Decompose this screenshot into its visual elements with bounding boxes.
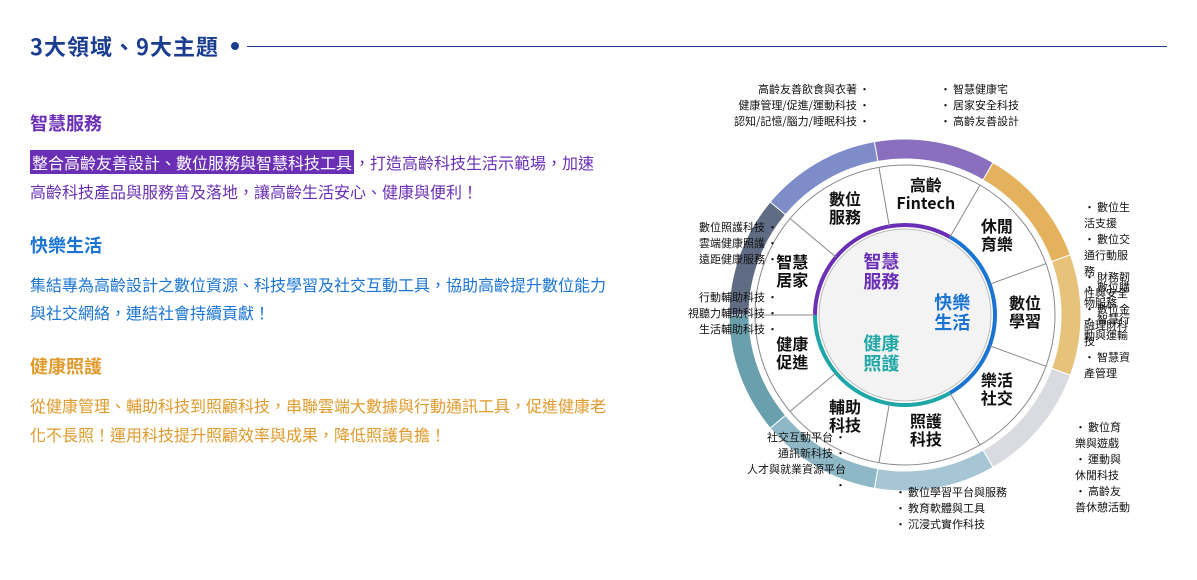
domain-body: 從健康管理、輔助科技到照顧科技，串聯雲端大數據與行動通訊工具，促進健康老化不長照…: [30, 391, 610, 449]
bullet-group: 數位育樂與遊戲運動與休閒科技高齡友善休憩活動: [1075, 420, 1130, 516]
bullet-item: 數位金融理財科技: [1084, 302, 1130, 350]
bullet-item: 視聽力輔助科技: [678, 306, 778, 322]
wedge-label: 健康促進: [776, 331, 808, 373]
domain-block: 快樂生活集結專為高齡設計之數位資源、科技學習及社交互動工具，協助高齡提升數位能力…: [30, 232, 610, 328]
wedge-label: 照護科技: [910, 408, 942, 450]
title-line: [247, 46, 1167, 47]
bullet-group: 數位照護科技雲端健康照護遠距健康服務: [678, 220, 778, 268]
bullet-group: 財務韌性與安全數位金融理財科技智慧資產管理: [1084, 270, 1130, 382]
wedge-label: 樂活社交: [981, 367, 1013, 409]
domain-heading: 快樂生活: [30, 232, 610, 258]
bullet-item: 高齡友善休憩活動: [1075, 484, 1130, 516]
wedge-label: 數位學習: [1009, 290, 1041, 332]
center-domain-label: 快樂生活: [934, 289, 970, 335]
domain-body: 集結專為高齡設計之數位資源、科技學習及社交互動工具，協助高齡提升數位能力與社交網…: [30, 270, 610, 328]
bullet-item: 高齡友善飲食與衣著: [710, 82, 870, 98]
bullet-item: 數位育樂與遊戲: [1075, 420, 1130, 452]
center-domain-label: 健康照護: [863, 330, 899, 376]
bullet-item: 生活輔助科技: [678, 322, 778, 338]
bullet-item: 居家安全科技: [940, 98, 1019, 114]
bullet-item: 財務韌性與安全: [1084, 270, 1130, 302]
outer-arc: [1052, 255, 1081, 375]
bullet-item: 高齡友善設計: [940, 114, 1019, 130]
page-title: 3大領域、9大主題: [30, 30, 219, 62]
bullet-item: 數位學習平台與服務: [895, 485, 1007, 501]
bullet-item: 智慧健康宅: [940, 82, 1019, 98]
center-domain-label: 智慧服務: [863, 248, 899, 294]
title-dot: [231, 42, 239, 50]
domain-body-rest: 集結專為高齡設計之數位資源、科技學習及社交互動工具，協助高齡提升數位能力與社交網…: [30, 272, 606, 325]
wedge-label: 休閒育樂: [981, 213, 1013, 255]
bullet-item: 數位照護科技: [678, 220, 778, 236]
bullet-group: 社交互動平台通訊新科技人才與就業資源平台: [736, 430, 846, 494]
bullet-item: 認知/記憶/腦力/睡眠科技: [710, 114, 870, 130]
bullet-item: 通訊新科技: [736, 446, 846, 462]
bullet-item: 數位生活支援: [1084, 200, 1130, 232]
wheel-diagram: 智慧居家數位服務高齡Fintech休閒育樂數位學習樂活社交照護科技輔助科技健康促…: [680, 90, 1130, 540]
bullet-group: 行動輔助科技視聽力輔助科技生活輔助科技: [678, 290, 778, 338]
bullet-item: 健康管理/促進/運動科技: [710, 98, 870, 114]
bullet-group: 數位學習平台與服務教育軟體與工具沉浸式實作科技: [895, 485, 1007, 533]
bullet-item: 沉浸式實作科技: [895, 517, 1007, 533]
bullet-item: 雲端健康照護: [678, 236, 778, 252]
domain-body-rest: 從健康管理、輔助科技到照顧科技，串聯雲端大數據與行動通訊工具，促進健康老化不長照…: [30, 393, 606, 446]
title-row: 3大領域、9大主題: [30, 30, 1167, 62]
domain-lead: 整合高齡友善設計、數位服務與智慧科技工具: [30, 150, 354, 174]
bullet-group: 智慧健康宅居家安全科技高齡友善設計: [940, 82, 1019, 130]
domain-heading: 智慧服務: [30, 110, 610, 136]
bullet-item: 智慧資產管理: [1084, 350, 1130, 382]
bullet-item: 行動輔助科技: [678, 290, 778, 306]
wedge-label: 智慧居家: [776, 249, 808, 291]
left-column: 智慧服務整合高齡友善設計、數位服務與智慧科技工具，打造高齡科技生活示範場，加速高…: [30, 110, 610, 475]
bullet-item: 教育軟體與工具: [895, 501, 1007, 517]
domain-block: 智慧服務整合高齡友善設計、數位服務與智慧科技工具，打造高齡科技生活示範場，加速高…: [30, 110, 610, 206]
bullet-group: 高齡友善飲食與衣著健康管理/促進/運動科技認知/記憶/腦力/睡眠科技: [710, 82, 870, 130]
domain-heading: 健康照護: [30, 353, 610, 379]
domain-body: 整合高齡友善設計、數位服務與智慧科技工具，打造高齡科技生活示範場，加速高齡科技產…: [30, 148, 610, 206]
wedge-label: 數位服務: [829, 186, 861, 228]
bullet-item: 人才與就業資源平台: [736, 462, 846, 494]
bullet-item: 運動與休閒科技: [1075, 452, 1130, 484]
domain-block: 健康照護從健康管理、輔助科技到照顧科技，串聯雲端大數據與行動通訊工具，促進健康老…: [30, 353, 610, 449]
bullet-item: 遠距健康服務: [678, 252, 778, 268]
bullet-item: 社交互動平台: [736, 430, 846, 446]
